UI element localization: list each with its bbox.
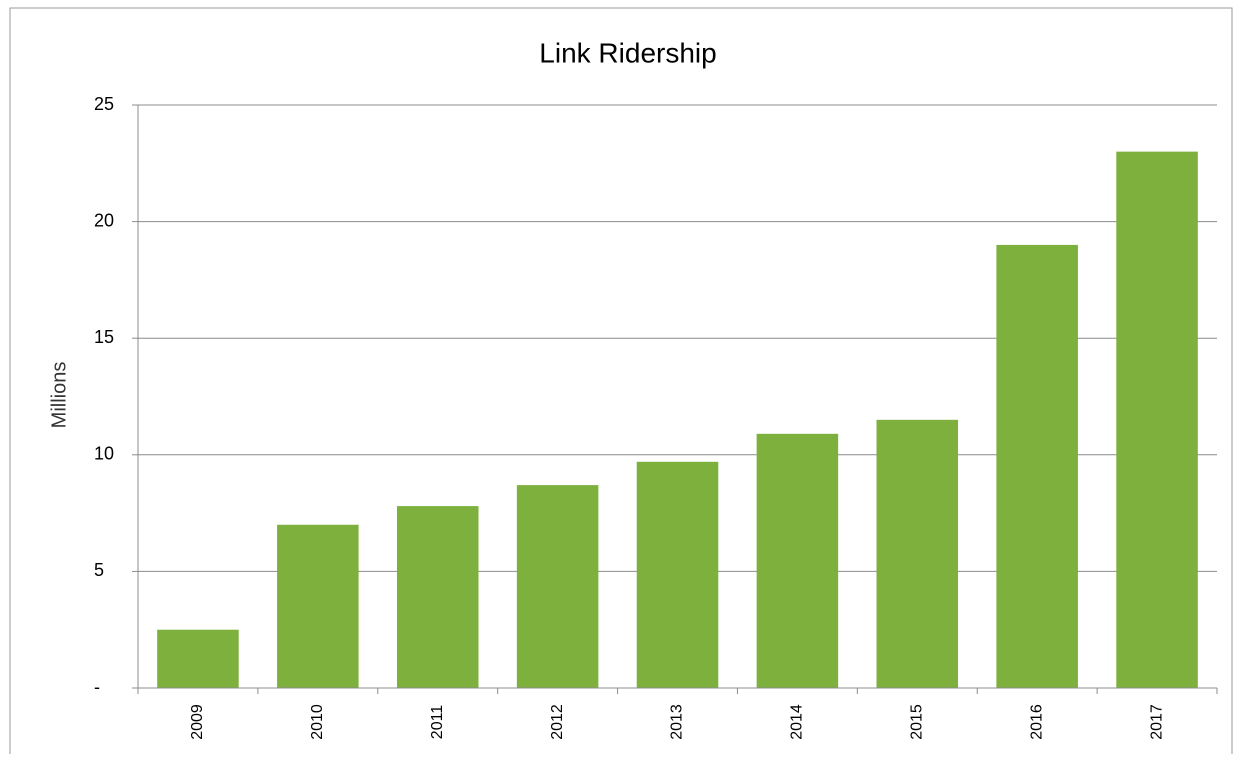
y-tick-label: 25 [94,94,114,114]
bar [636,461,719,688]
x-tick-label: 2010 [309,704,326,740]
chart-title: Link Ridership [539,37,716,68]
x-tick-label: 2013 [669,704,686,740]
bar [756,433,839,688]
x-tick-label: 2016 [1028,704,1045,740]
y-tick-label: 15 [94,327,114,347]
x-tick-label: 2015 [908,704,925,740]
bar [1116,151,1198,688]
bar [396,506,479,688]
bar [157,629,239,688]
x-tick-label: 2017 [1148,704,1165,740]
x-tick-label: 2012 [549,704,566,740]
y-tick-label: 10 [94,444,114,464]
bar [996,244,1078,689]
y-tick-label: - [94,677,100,697]
bar [876,419,959,688]
y-axis-label: Millions [48,362,70,429]
bar [516,485,599,688]
y-tick-label: 5 [94,560,104,580]
x-tick-label: 2009 [189,704,206,740]
x-tick-label: 2011 [429,705,446,740]
x-tick-label: 2014 [789,704,806,740]
y-tick-label: 20 [94,210,114,230]
bar [277,524,359,688]
